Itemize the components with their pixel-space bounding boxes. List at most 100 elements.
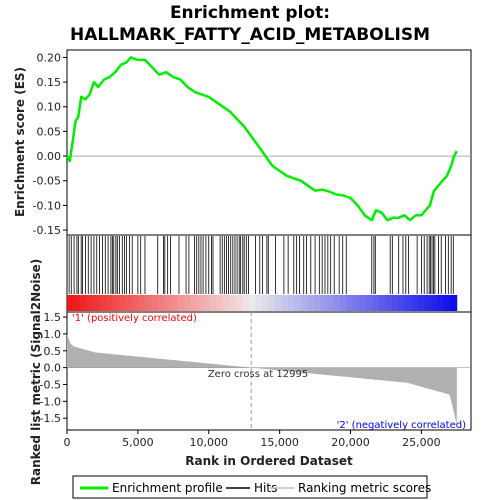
es-tick-label: -0.15	[33, 224, 61, 237]
color-bar-segment	[151, 295, 159, 311]
color-bar-segment	[450, 295, 458, 311]
color-bar-segment	[229, 295, 237, 311]
color-bar-segment	[248, 295, 256, 311]
color-bar-segment	[385, 295, 393, 311]
color-bar-segment	[294, 295, 302, 311]
color-bar-segment	[378, 295, 386, 311]
color-bar-segment	[346, 295, 354, 311]
chart-title-line1: Enrichment plot:	[170, 3, 330, 23]
metric-area	[67, 333, 457, 425]
color-bar-segment	[86, 295, 94, 311]
metric-tick-label: 0.5	[44, 345, 62, 358]
color-bar-segment	[222, 295, 230, 311]
color-bar-segment	[404, 295, 412, 311]
hits-layer	[68, 236, 454, 294]
color-bar-segment	[242, 295, 250, 311]
metric-tick-label: -1.5	[40, 412, 61, 425]
color-bar-segment	[372, 295, 380, 311]
x-tick-label: 0	[64, 436, 71, 449]
negative-correlation-label: '2' (negatively correlated)	[337, 420, 466, 431]
color-bar-segment	[300, 295, 308, 311]
x-tick-label: 5,000	[122, 436, 154, 449]
color-bar-segment	[235, 295, 243, 311]
metric-tick-label: 1.5	[44, 311, 62, 324]
color-bar-segment	[112, 295, 120, 311]
axes-layer: -0.15-0.10-0.050.000.050.100.150.20-1.5-…	[33, 51, 441, 449]
es-curve-layer	[65, 56, 458, 222]
es-axis-title: Enrichment score (ES)	[13, 67, 27, 217]
x-axis-title: Rank in Ordered Dataset	[185, 454, 353, 468]
color-bar-segment	[391, 295, 399, 311]
color-bar-segment	[333, 295, 341, 311]
es-tick-label: 0.20	[37, 51, 62, 64]
color-bar-segment	[79, 295, 87, 311]
color-bar-segment	[209, 295, 217, 311]
es-tick-label: -0.05	[33, 175, 61, 188]
es-panel	[66, 49, 472, 236]
es-tick-label: 0.00	[37, 150, 62, 163]
x-tick-label: 20,000	[331, 436, 370, 449]
es-tick-label: 0.05	[37, 125, 62, 138]
color-bar-segment	[443, 295, 451, 311]
color-bar-segment	[144, 295, 152, 311]
zero-cross-label: Zero cross at 12995	[208, 369, 308, 380]
color-bar-segment	[170, 295, 178, 311]
x-tick-label: 10,000	[190, 436, 229, 449]
color-bar-segment	[183, 295, 191, 311]
legend-es-label: Enrichment profile	[112, 481, 223, 495]
positive-correlation-label: '1' (positively correlated)	[72, 313, 197, 324]
metric-tick-label: -1.0	[40, 395, 61, 408]
es-series-line	[65, 56, 458, 222]
x-tick-label: 15,000	[260, 436, 299, 449]
color-bar-segment	[125, 295, 133, 311]
color-bar-segment	[287, 295, 295, 311]
color-bar-segment	[352, 295, 360, 311]
color-bar-segment	[417, 295, 425, 311]
color-bar-segment	[99, 295, 107, 311]
color-bar-segment	[138, 295, 146, 311]
color-bar-segment	[339, 295, 347, 311]
legend-metric-label: Ranking metric scores	[298, 481, 431, 495]
color-bar-segment	[177, 295, 185, 311]
legend-box	[72, 475, 428, 499]
color-bar-segment	[326, 295, 334, 311]
color-bar-segment	[261, 295, 269, 311]
color-bar-segment	[73, 295, 81, 311]
color-bar-segment	[313, 295, 321, 311]
es-tick-label: 0.10	[37, 101, 62, 114]
color-bar-segment	[411, 295, 419, 311]
color-bar-segment	[398, 295, 406, 311]
color-bar-segment	[424, 295, 432, 311]
color-bar-segment	[157, 295, 165, 311]
color-bar-segment	[190, 295, 198, 311]
color-bar-segment	[255, 295, 263, 311]
color-bar-segment	[196, 295, 204, 311]
color-bar-segment	[67, 295, 74, 311]
metric-axis-title: Ranked list metric (Signal2Noise)	[29, 259, 43, 486]
metric-tick-label: 1.0	[44, 328, 62, 341]
color-bar-segment	[274, 295, 282, 311]
x-tick-label: 25,000	[402, 436, 441, 449]
chart-title-line2: HALLMARK_FATTY_ACID_METABOLISM	[70, 25, 430, 45]
color-bar-segment	[430, 295, 438, 311]
legend-hits-label: Hits	[254, 481, 277, 495]
color-bar-segment	[131, 295, 139, 311]
correlation-color-bar	[67, 295, 458, 311]
metric-tick-label: 0.0	[44, 362, 62, 375]
color-bar-segment	[359, 295, 367, 311]
color-bar-segment	[164, 295, 172, 311]
color-bar-segment	[92, 295, 100, 311]
color-bar-segment	[281, 295, 289, 311]
color-bar-segment	[437, 295, 445, 311]
color-bar-segment	[365, 295, 373, 311]
metric-tick-label: -0.5	[40, 378, 61, 391]
es-tick-label: -0.10	[33, 199, 61, 212]
metric-layer	[67, 312, 471, 430]
color-bar-segment	[105, 295, 113, 311]
color-bar-segment	[203, 295, 211, 311]
es-tick-label: 0.15	[37, 76, 62, 89]
color-bar-segment	[268, 295, 276, 311]
color-bar-segment	[216, 295, 224, 311]
color-bar-segment	[320, 295, 328, 311]
